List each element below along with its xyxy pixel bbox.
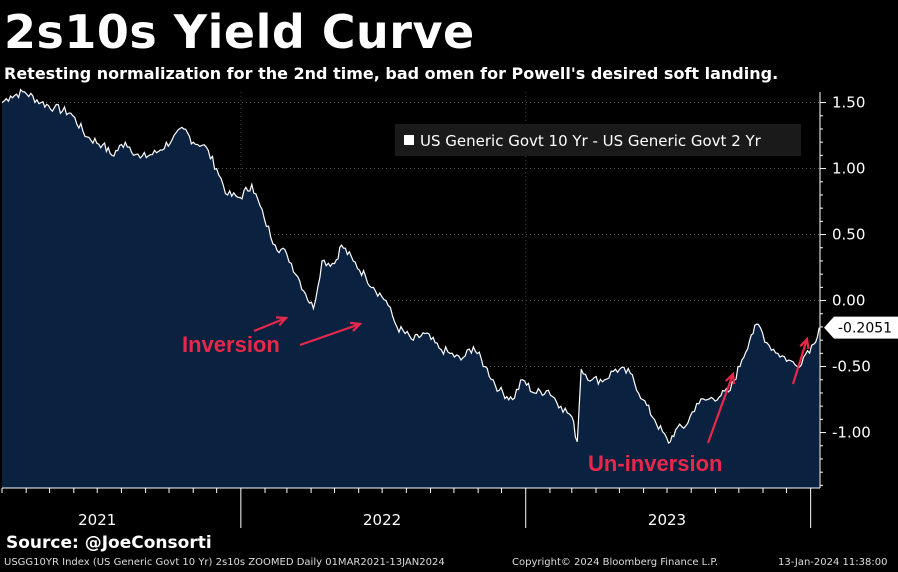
page-title: 2s10s Yield Curve — [4, 5, 475, 59]
annotation-inversion: Inversion — [182, 332, 280, 357]
footer-timestamp: 13-Jan-2024 11:38:00 — [778, 557, 888, 568]
x-axis-year-labels: 2021 2022 2023 — [78, 511, 686, 529]
un-inversion-arrow-2 — [791, 336, 810, 385]
y-tick-label: 0.50 — [832, 226, 865, 244]
legend-swatch — [404, 135, 414, 145]
annotations: Inversion Un-inversion — [182, 316, 810, 476]
y-axis-ticks: 1.50 1.00 0.50 0.00 -0.50 -1.00 — [832, 94, 871, 442]
y-tick-label: -0.50 — [832, 358, 871, 376]
x-year-label: 2023 — [648, 511, 686, 529]
y-tick-label: -1.00 — [832, 424, 871, 442]
un-inversion-arrow-1 — [706, 371, 736, 444]
last-value-marker: -0.2051 — [824, 316, 898, 339]
last-value-label: -0.2051 — [838, 321, 892, 337]
x-year-label: 2021 — [78, 511, 116, 529]
footer-series-info: USGG10YR Index (US Generic Govt 10 Yr) 2… — [4, 557, 445, 568]
source-credit: Source: @JoeConsorti — [6, 533, 212, 553]
annotation-un-inversion: Un-inversion — [588, 451, 722, 476]
footer-copyright: Copyright© 2024 Bloomberg Finance L.P. — [512, 557, 719, 568]
y-tick-label: 0.00 — [832, 292, 865, 310]
yield-curve-chart: 1.501.000.500.00-0.50-1.00 2021 2022 2023 … — [1, 88, 898, 529]
series-area — [2, 89, 820, 488]
x-year-label: 2022 — [363, 511, 401, 529]
axes — [1, 92, 826, 528]
inversion-arrow-2 — [299, 321, 363, 347]
inversion-arrow-1 — [253, 316, 289, 333]
page-subtitle: Retesting normalization for the 2nd time… — [4, 64, 779, 83]
legend-label: US Generic Govt 10 Yr - US Generic Govt … — [420, 132, 762, 150]
y-tick-label: 1.50 — [832, 94, 865, 112]
y-tick-label: 1.00 — [832, 160, 865, 178]
legend: US Generic Govt 10 Yr - US Generic Govt … — [395, 124, 801, 156]
series-line — [1, 88, 820, 445]
